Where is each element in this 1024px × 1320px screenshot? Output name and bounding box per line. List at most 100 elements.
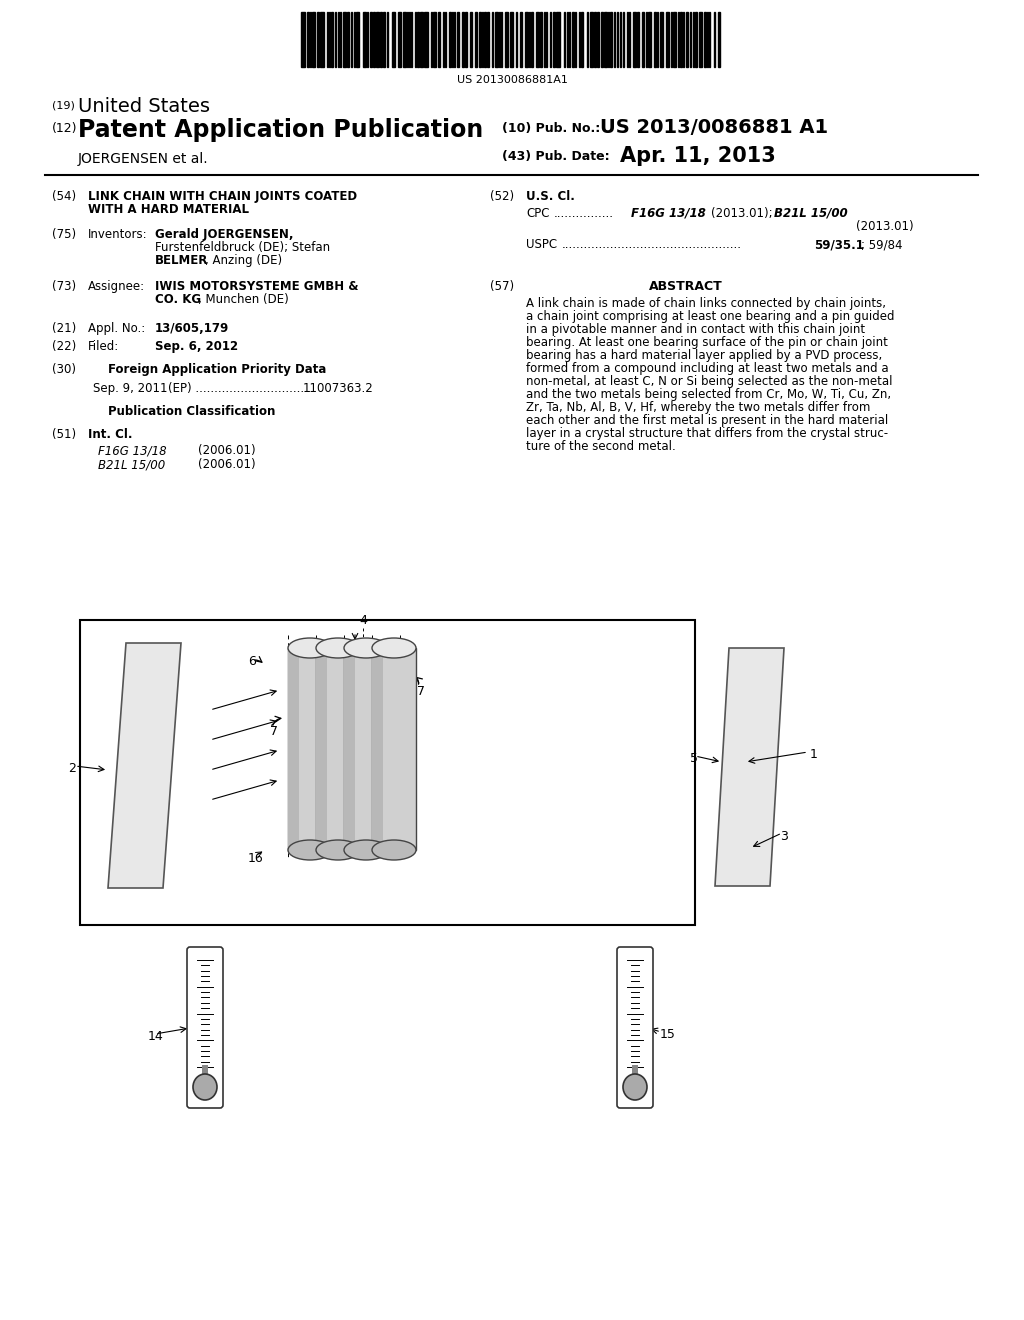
Bar (316, 648, 360, 850)
Bar (642, 12, 644, 67)
Text: US 2013/0086881 A1: US 2013/0086881 A1 (600, 117, 828, 137)
Text: 1: 1 (810, 748, 818, 762)
Bar (680, 12, 682, 67)
Text: 16: 16 (248, 851, 264, 865)
Bar (520, 12, 522, 67)
Text: Gerald JOERGENSEN,: Gerald JOERGENSEN, (155, 228, 294, 242)
Text: ture of the second metal.: ture of the second metal. (526, 440, 676, 453)
Bar (666, 12, 669, 67)
Text: ; 59/84: ; 59/84 (861, 238, 902, 251)
Text: Furstenfeldbruck (DE); Stefan: Furstenfeldbruck (DE); Stefan (155, 242, 330, 253)
Bar (505, 12, 508, 67)
Text: A link chain is made of chain links connected by chain joints,: A link chain is made of chain links conn… (526, 297, 886, 310)
Text: non-metal, at least C, N or Si being selected as the non-metal: non-metal, at least C, N or Si being sel… (526, 375, 893, 388)
Bar (540, 12, 542, 67)
Text: (21): (21) (52, 322, 76, 335)
Bar (525, 12, 528, 67)
Text: (EP) ................................: (EP) ................................ (168, 381, 315, 395)
Bar (475, 12, 477, 67)
Bar (424, 12, 428, 67)
Bar (601, 12, 603, 67)
Bar (202, 1065, 208, 1097)
Text: Sep. 9, 2011: Sep. 9, 2011 (93, 381, 168, 395)
Bar (438, 12, 440, 67)
Bar (648, 12, 651, 67)
Text: 11007363.2: 11007363.2 (303, 381, 374, 395)
Bar (449, 12, 451, 67)
Bar (487, 12, 489, 67)
Text: ................: ................ (554, 207, 614, 220)
Text: (2013.01);: (2013.01); (711, 207, 773, 220)
Text: , Anzing (DE): , Anzing (DE) (205, 253, 283, 267)
Bar (610, 12, 612, 67)
Ellipse shape (288, 638, 332, 657)
Bar (80, 620, 695, 925)
Text: F16G 13/18: F16G 13/18 (631, 207, 706, 220)
Bar (705, 12, 706, 67)
Bar (288, 648, 299, 850)
FancyBboxPatch shape (617, 946, 653, 1107)
Bar (536, 12, 539, 67)
Text: Inventors:: Inventors: (88, 228, 147, 242)
Bar (484, 12, 486, 67)
Ellipse shape (344, 638, 388, 657)
Bar (376, 12, 379, 67)
Bar (392, 12, 395, 67)
Text: (51): (51) (52, 428, 76, 441)
Ellipse shape (623, 1074, 647, 1100)
Bar (633, 12, 636, 67)
Bar (403, 12, 406, 67)
Polygon shape (108, 643, 181, 888)
Text: ABSTRACT: ABSTRACT (649, 280, 723, 293)
Ellipse shape (372, 638, 416, 657)
Bar (581, 12, 583, 67)
Text: 4: 4 (359, 614, 367, 627)
Text: F16G 13/18: F16G 13/18 (98, 444, 167, 457)
Bar (510, 12, 513, 67)
Text: formed from a compound including at least two metals and a: formed from a compound including at leas… (526, 362, 889, 375)
Bar (356, 12, 359, 67)
Text: United States: United States (78, 96, 210, 116)
Bar (344, 648, 388, 850)
Bar (660, 12, 663, 67)
FancyBboxPatch shape (187, 946, 223, 1107)
Bar (372, 648, 383, 850)
Ellipse shape (372, 840, 416, 861)
Text: IWIS MOTORSYSTEME GMBH &: IWIS MOTORSYSTEME GMBH & (155, 280, 358, 293)
Bar (319, 12, 324, 67)
Ellipse shape (288, 840, 332, 861)
Text: in a pivotable manner and in contact with this chain joint: in a pivotable manner and in contact wit… (526, 323, 865, 337)
Bar (673, 12, 676, 67)
Bar (433, 12, 436, 67)
Bar (718, 12, 720, 67)
Bar (462, 12, 464, 67)
Text: (75): (75) (52, 228, 76, 242)
Text: (2006.01): (2006.01) (198, 444, 256, 457)
Bar (479, 12, 481, 67)
Text: and the two metals being selected from Cr, Mo, W, Ti, Cu, Zn,: and the two metals being selected from C… (526, 388, 891, 401)
Ellipse shape (316, 840, 360, 861)
Text: B21L 15/00: B21L 15/00 (774, 207, 848, 220)
Text: , Munchen (DE): , Munchen (DE) (198, 293, 289, 306)
Bar (373, 12, 375, 67)
Text: Filed:: Filed: (88, 341, 119, 352)
Text: (19): (19) (52, 100, 75, 110)
Text: 59/35.1: 59/35.1 (814, 238, 864, 251)
Text: (43) Pub. Date:: (43) Pub. Date: (502, 150, 609, 162)
Text: (73): (73) (52, 280, 76, 293)
Bar (457, 12, 459, 67)
Text: each other and the first metal is present in the hard material: each other and the first metal is presen… (526, 414, 888, 426)
Text: (12): (12) (52, 121, 78, 135)
Text: layer in a crystal structure that differs from the crystal struc-: layer in a crystal structure that differ… (526, 426, 888, 440)
Bar (316, 648, 327, 850)
Text: Sep. 6, 2012: Sep. 6, 2012 (155, 341, 239, 352)
Bar (347, 12, 349, 67)
Bar (654, 12, 656, 67)
Text: WITH A HARD MATERIAL: WITH A HARD MATERIAL (88, 203, 249, 216)
Text: bearing has a hard material layer applied by a PVD process,: bearing has a hard material layer applie… (526, 348, 883, 362)
Bar (420, 12, 423, 67)
Text: (22): (22) (52, 341, 76, 352)
Text: Patent Application Publication: Patent Application Publication (78, 117, 483, 143)
Bar (398, 12, 401, 67)
Text: (52): (52) (490, 190, 514, 203)
